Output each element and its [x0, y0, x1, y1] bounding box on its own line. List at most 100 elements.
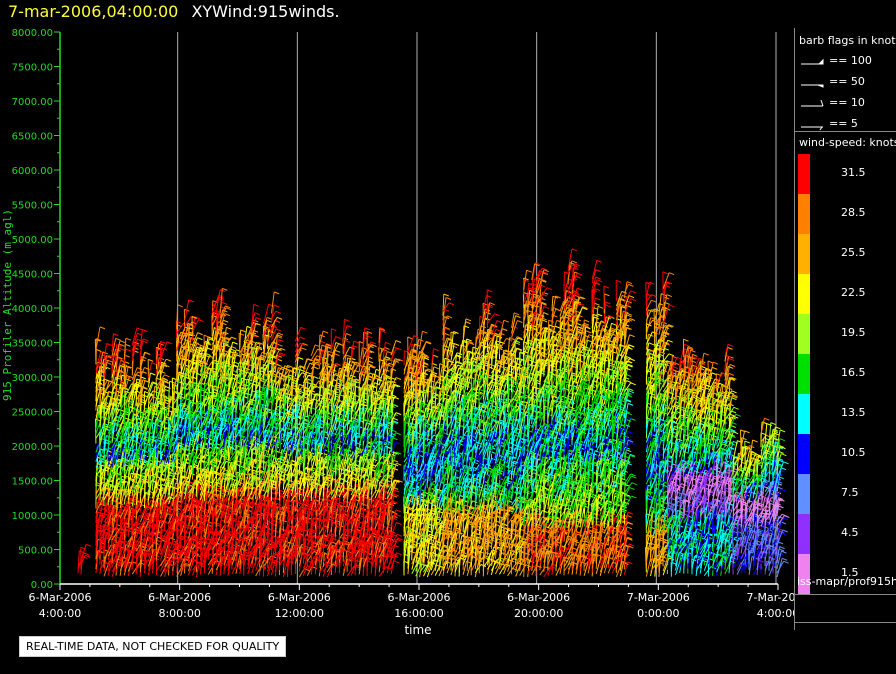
- wind-barb: [103, 518, 107, 537]
- wind-barb-flag: [117, 356, 123, 360]
- wind-barb-flag: [142, 338, 149, 342]
- wind-barb: [111, 408, 116, 420]
- wind-barb-flag: [277, 343, 283, 347]
- wind-barb: [123, 383, 133, 399]
- wind-barb: [123, 400, 128, 422]
- wind-barb: [119, 387, 124, 404]
- wind-barb-flag: [119, 347, 125, 351]
- wind-barb-flag: [208, 425, 215, 429]
- wind-barb: [115, 488, 122, 503]
- wind-barb-flag: [96, 338, 102, 342]
- wind-barb: [115, 360, 122, 376]
- wind-barb-flag: [136, 327, 143, 331]
- wind-barb: [103, 421, 110, 436]
- wind-barb-flag: [299, 336, 305, 340]
- wind-barb-flag: [124, 361, 130, 364]
- wind-barb: [127, 458, 133, 480]
- wind-barb-flag: [99, 326, 106, 330]
- wind-barb: [270, 502, 273, 518]
- wind-barb-flag: [135, 343, 141, 347]
- wind-barb: [123, 446, 128, 462]
- wind-barb-flag: [115, 337, 121, 341]
- wind-barb: [119, 411, 126, 421]
- wind-barb: [294, 327, 302, 342]
- wind-barb-flag: [288, 492, 294, 496]
- wind-barb-flag: [125, 348, 132, 352]
- wind-barb: [103, 403, 112, 417]
- wind-barb-flag: [125, 526, 131, 530]
- wind-barb: [99, 395, 108, 409]
- wind-barb: [123, 426, 129, 445]
- wind-barb-flag: [125, 337, 132, 341]
- wind-barb: [111, 454, 116, 467]
- wind-barb-flag: [255, 317, 262, 320]
- wind-barb: [135, 395, 140, 416]
- wind-barb: [123, 517, 128, 530]
- wind-barb: [123, 376, 130, 393]
- plot-title: XYWind:915winds.: [191, 2, 340, 21]
- wind-barb-flag: [188, 299, 194, 303]
- wind-barb: [107, 402, 112, 414]
- wind-barb-flag: [220, 289, 226, 293]
- wind-barb: [135, 515, 140, 530]
- wind-barb: [80, 544, 87, 561]
- wind-barb-flag: [98, 529, 104, 533]
- wind-barb: [95, 379, 101, 398]
- wind-barb-flag: [278, 339, 284, 342]
- wind-barb-flag: [150, 372, 156, 376]
- wind-barb-flag: [127, 494, 134, 497]
- wind-barb: [123, 338, 127, 360]
- wind-barb: [239, 329, 242, 349]
- wind-barb: [103, 500, 109, 510]
- wind-barb: [99, 469, 105, 492]
- wind-barb: [95, 457, 99, 482]
- wind-barb-flag: [253, 303, 259, 307]
- wind-barb: [115, 438, 124, 452]
- wind-barb-flag: [167, 405, 173, 409]
- wind-barb: [119, 387, 124, 408]
- wind-barb: [119, 451, 126, 462]
- wind-barb: [111, 390, 117, 411]
- wind-barb-flag: [96, 349, 102, 352]
- wind-barb: [111, 377, 116, 398]
- wind-barbs: [77, 248, 790, 578]
- wind-barb: [111, 564, 117, 573]
- wind-barb-flag: [119, 340, 126, 344]
- wind-barb-flag: [276, 363, 282, 367]
- wind-barb: [123, 436, 129, 449]
- wind-barb-flag: [85, 543, 92, 547]
- wind-barb: [131, 344, 136, 356]
- wind-barb: [103, 343, 108, 360]
- wind-barb: [99, 447, 105, 460]
- wind-barb: [119, 548, 125, 566]
- wind-barb: [115, 540, 120, 553]
- wind-barb-flag: [301, 347, 307, 351]
- wind-barb-flag: [107, 460, 113, 464]
- wind-barb: [95, 524, 99, 542]
- wind-barb: [119, 363, 123, 380]
- wind-barb-flag: [148, 358, 154, 362]
- wind-barb-flag: [158, 342, 165, 346]
- wind-barb: [115, 508, 121, 528]
- wind-barb-flag: [222, 287, 228, 291]
- wind-barb-flag: [177, 304, 183, 308]
- wind-barb: [119, 375, 127, 394]
- wind-barb-flag: [137, 367, 143, 371]
- wind-barb: [119, 476, 127, 494]
- wind-barb: [127, 421, 130, 443]
- wind-barb-flag: [146, 518, 152, 522]
- wind-barb-flag: [166, 341, 173, 345]
- wind-barb-flag: [82, 555, 88, 559]
- wind-barb-flag: [126, 448, 132, 452]
- wind-barb-flag: [85, 554, 91, 558]
- wind-barb-flag: [274, 291, 280, 295]
- wind-barb: [123, 466, 129, 481]
- wind-barb: [103, 513, 112, 528]
- wind-barb: [131, 414, 135, 432]
- wind-barb: [111, 544, 115, 563]
- wind-barb: [123, 419, 129, 431]
- wind-barb: [111, 512, 115, 531]
- wind-barb: [135, 478, 142, 492]
- wind-barb-flag: [83, 552, 90, 556]
- wind-barb: [131, 411, 140, 424]
